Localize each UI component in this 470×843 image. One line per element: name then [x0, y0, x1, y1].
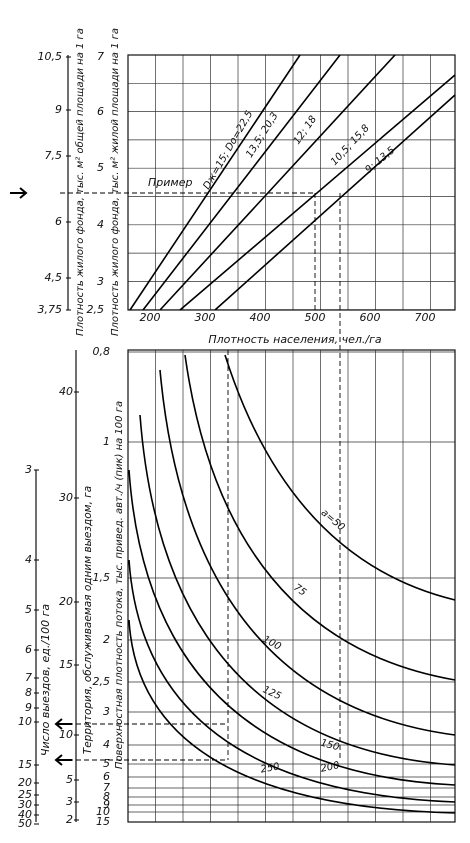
- tick-label: 40: [59, 385, 73, 398]
- tick-label: 3,75: [38, 303, 63, 316]
- tick-label: 25: [18, 788, 32, 801]
- example-label: Пример: [148, 176, 192, 189]
- tick-label: 8: [25, 686, 32, 699]
- tick-label: 8: [103, 790, 110, 803]
- tick-label: 9: [25, 701, 32, 714]
- tick-label: 4: [103, 738, 110, 751]
- flow-curves: [128, 354, 456, 814]
- line-label: 10,5; 15,8: [329, 123, 372, 168]
- tick-label: 5: [25, 603, 32, 616]
- axis-title: Число выездов, ед./100 га: [39, 604, 52, 756]
- x-tick-label: 400: [250, 311, 271, 324]
- tick-label: 40: [18, 808, 32, 821]
- tick-label: 4: [25, 553, 32, 566]
- tick-label: 7: [97, 50, 104, 63]
- tick-label: 2: [66, 813, 73, 826]
- tick-label: 2,5: [87, 303, 105, 316]
- density-lines: [129, 54, 456, 311]
- tick-label: 6: [97, 105, 104, 118]
- tick-label: 6: [103, 770, 110, 783]
- tick-label: 6: [25, 643, 32, 656]
- tick-label: 4,5: [45, 271, 63, 284]
- x-axis-title: Плотность населения, чел./га: [208, 333, 382, 346]
- curve-label: 75: [291, 582, 308, 598]
- curve-label: a=50: [319, 507, 347, 533]
- tick-label: 30: [59, 491, 73, 504]
- tick-label: 9: [55, 103, 62, 116]
- top-frame: [127, 54, 456, 311]
- tick-label: 15: [59, 658, 73, 671]
- axis-title: Плотность жилого фонда, тыс. м² общей пл…: [74, 28, 86, 336]
- tick-label: 7: [25, 671, 32, 684]
- tick-label: 3: [25, 463, 32, 476]
- tick-label: 5: [66, 773, 73, 786]
- curve-label: 150: [319, 738, 340, 754]
- axis-title: Поверхностная плотность потока, тыс. при…: [114, 401, 125, 769]
- tick-label: 10,5: [38, 50, 63, 63]
- arrows: [10, 187, 72, 766]
- example-lines: [60, 192, 341, 761]
- tick-label: 10: [96, 805, 110, 818]
- tick-label: 6: [55, 215, 62, 228]
- tick-label: 9: [103, 798, 110, 811]
- bottom-frame: [127, 349, 456, 823]
- tick-label: 1: [103, 435, 110, 448]
- axis-title: Плотность жилого фонда, тыс. м² жилой пл…: [110, 28, 121, 336]
- tick-label: 3: [66, 795, 73, 808]
- x-tick-label: 600: [360, 311, 381, 324]
- tick-label: 4: [97, 218, 104, 231]
- tick-label: 50: [18, 817, 32, 830]
- tick-label: 30: [18, 798, 32, 811]
- curve-label: 125: [261, 684, 283, 702]
- axis-title: Территория, обслуживаемая одним выездом,…: [82, 486, 94, 754]
- tick-label: 2,5: [93, 675, 111, 688]
- tick-label: 5: [97, 161, 104, 174]
- tick-label: 5: [103, 757, 110, 770]
- tick-label: 15: [18, 758, 32, 771]
- tick-label: 3: [97, 275, 104, 288]
- tick-label: 15: [96, 815, 110, 828]
- tick-label: 20: [18, 776, 32, 789]
- tick-label: 10: [18, 715, 32, 728]
- tick-label: 7: [103, 781, 110, 794]
- tick-label: 0,8: [93, 345, 111, 358]
- tick-label: 10: [59, 728, 73, 741]
- tick-label: 20: [59, 595, 73, 608]
- x-tick-label: 700: [415, 311, 436, 324]
- x-tick-label: 200: [140, 311, 161, 324]
- x-tick-label: 300: [195, 311, 216, 324]
- tick-label: 1,5: [93, 571, 111, 584]
- tick-label: 7,5: [45, 149, 63, 162]
- curve-label: 250: [260, 761, 281, 775]
- tick-label: 3: [103, 705, 110, 718]
- tick-label: 2: [103, 633, 110, 646]
- x-tick-label: 500: [305, 311, 326, 324]
